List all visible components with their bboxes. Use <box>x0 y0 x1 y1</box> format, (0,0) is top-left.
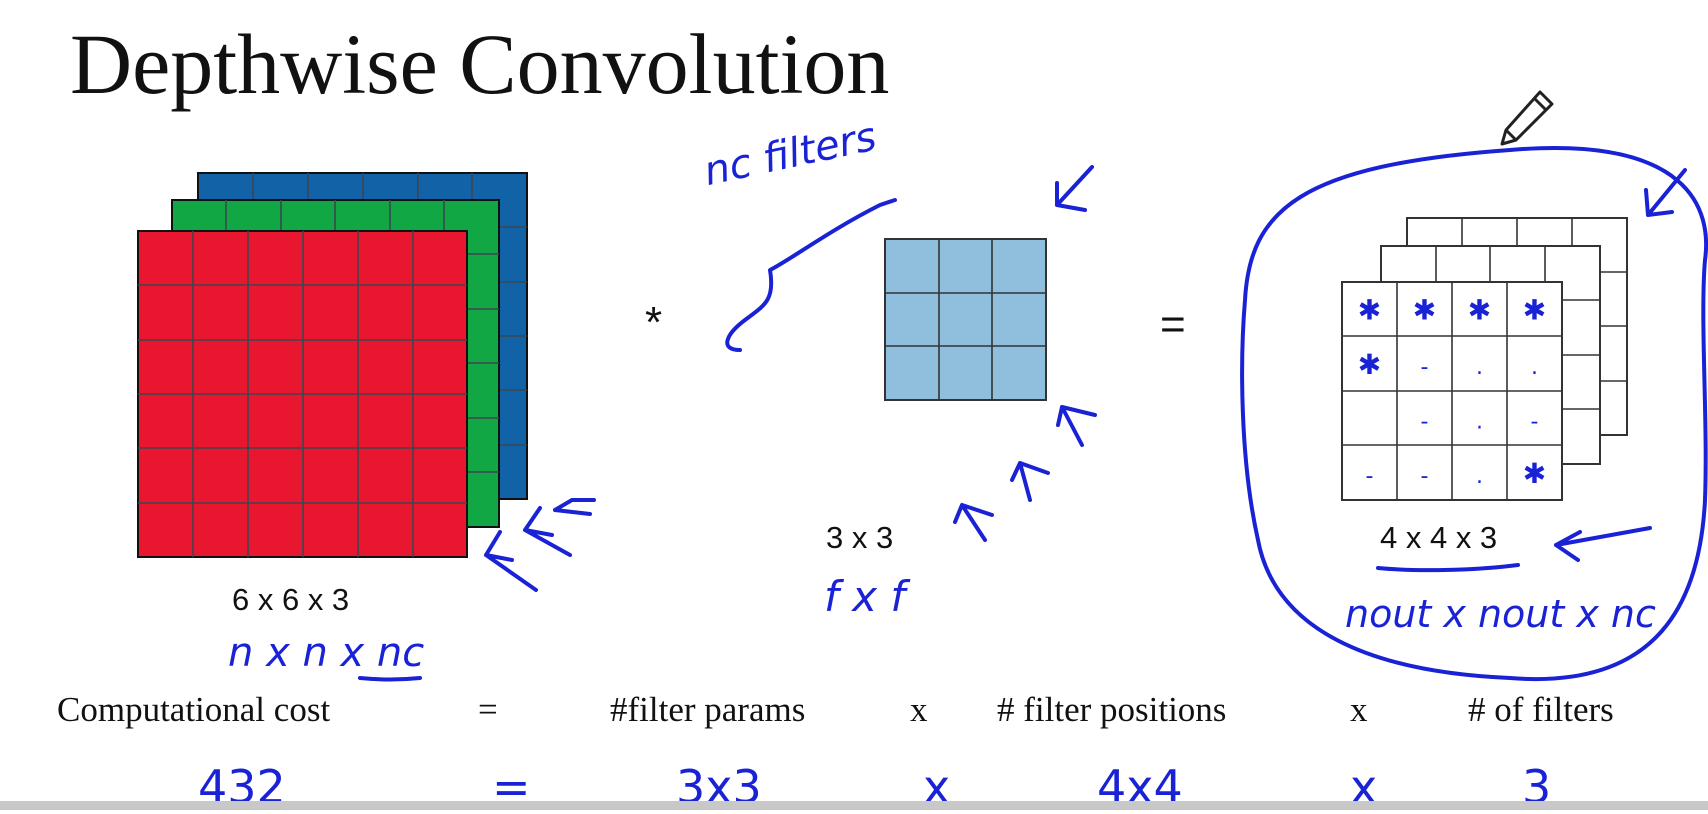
slide-title: Depthwise Convolution <box>70 16 890 112</box>
pencil-icon[interactable] <box>1494 86 1558 150</box>
cost-filter-params: #filter params <box>610 690 806 729</box>
output-note: nout x nout x nc <box>1345 592 1656 636</box>
output-cell-mark: - <box>1421 355 1429 380</box>
output-cell-mark: - <box>1421 464 1429 489</box>
cost-times-2: x <box>1350 690 1368 729</box>
input-channel-red <box>137 230 468 558</box>
equals-operator: = <box>1160 300 1186 349</box>
output-front-marks: ✱ ✱ ✱ ✱ ✱ -. . -. - - -. ✱ <box>1358 293 1546 490</box>
cost-eq: = <box>478 690 498 729</box>
arrow-input-1 <box>484 530 538 592</box>
arrow-output-dims <box>1554 526 1652 562</box>
output-cell-mark: - <box>1366 464 1374 489</box>
arrow-input-3 <box>553 498 596 516</box>
arrow-filter-2 <box>1010 461 1050 502</box>
arrow-input-2 <box>523 506 572 557</box>
input-note: n x n x nc <box>228 630 425 676</box>
arrow-filter-3 <box>953 503 994 542</box>
underline-output-dims <box>1376 563 1520 573</box>
output-cell-mark: ✱ <box>1523 293 1546 326</box>
output-cell-mark: - <box>1421 409 1429 434</box>
bottom-scrollbar[interactable] <box>0 801 1708 810</box>
output-cell-mark: . <box>1476 355 1483 380</box>
cost-times-1: x <box>910 690 928 729</box>
conv-operator: * <box>645 298 663 347</box>
output-cell-mark: . <box>1476 464 1483 489</box>
filter-dims-label: 3 x 3 <box>826 520 894 555</box>
output-dims-label: 4 x 4 x 3 <box>1380 520 1498 555</box>
output-cell-mark: ✱ <box>1358 293 1381 326</box>
cost-num-filters: # of filters <box>1468 690 1614 729</box>
filter-note: f x f <box>824 572 906 621</box>
output-circle <box>1240 146 1708 682</box>
arrow-output-top <box>1644 168 1687 217</box>
filter-grid <box>884 238 1047 401</box>
output-cell-mark: ✱ <box>1468 293 1491 326</box>
output-cell-mark: ✱ <box>1523 457 1546 490</box>
arrow-filter-1 <box>1056 405 1097 447</box>
output-cell-mark: - <box>1531 409 1539 434</box>
cost-label: Computational cost <box>57 690 331 729</box>
output-cell-mark: ✱ <box>1358 348 1381 381</box>
input-dims-label: 6 x 6 x 3 <box>232 582 350 617</box>
brace-filters <box>725 198 897 352</box>
output-cell-mark: . <box>1476 409 1483 434</box>
cost-filter-positions: # filter positions <box>997 690 1227 729</box>
underline-nc <box>358 676 422 682</box>
output-cell-mark: ✱ <box>1413 293 1436 326</box>
output-cell-mark: . <box>1531 355 1538 380</box>
arrow-filter-top <box>1055 165 1094 212</box>
output-channel-front <box>1341 281 1563 501</box>
handwritten-annotations <box>358 146 1708 682</box>
